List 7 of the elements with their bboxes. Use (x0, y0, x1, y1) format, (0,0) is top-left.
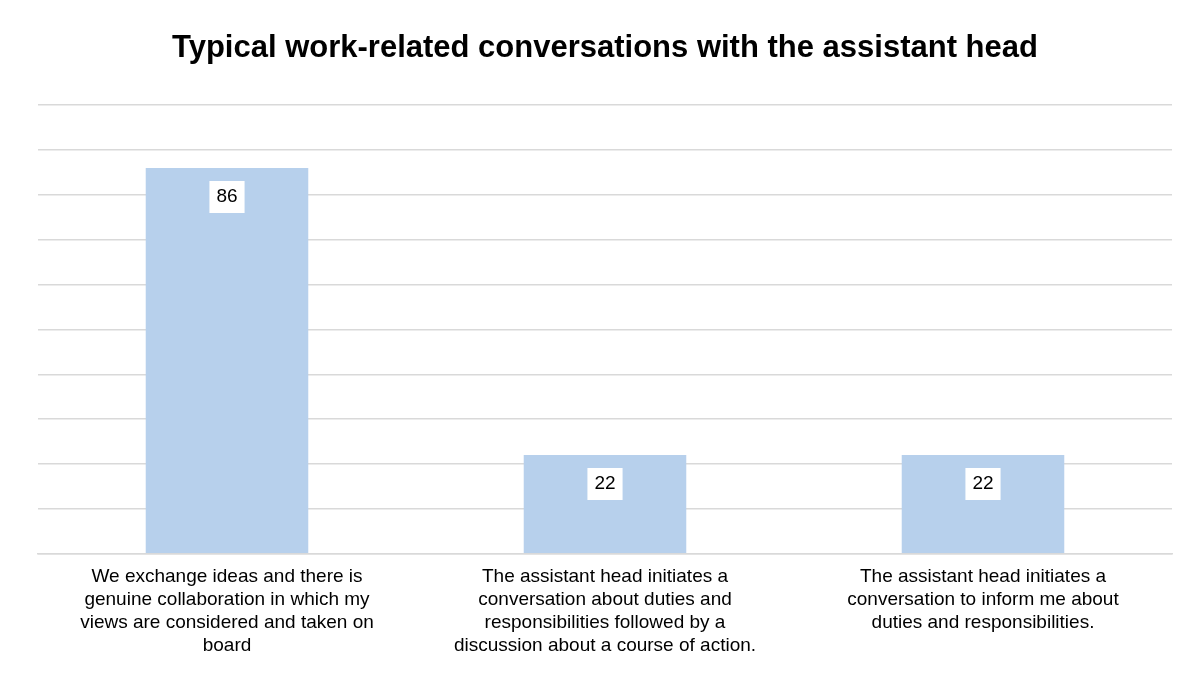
data-label: 22 (972, 472, 994, 494)
chart-title: Typical work-related conversations with the assistant head (172, 29, 1038, 65)
data-label: 22 (594, 472, 616, 494)
x-tick-label: We exchange ideas and there is genuine collaboration in which my views are considered and taken on board (80, 565, 374, 655)
x-tick-label: The assistant head initiates a conversation about duties and responsibilities followed by a discussion about a course of action. (453, 565, 757, 655)
x-tick-label: The assistant head initiates a conversation to inform me about duties and responsibilities. (847, 565, 1120, 633)
data-label: 86 (216, 185, 238, 207)
